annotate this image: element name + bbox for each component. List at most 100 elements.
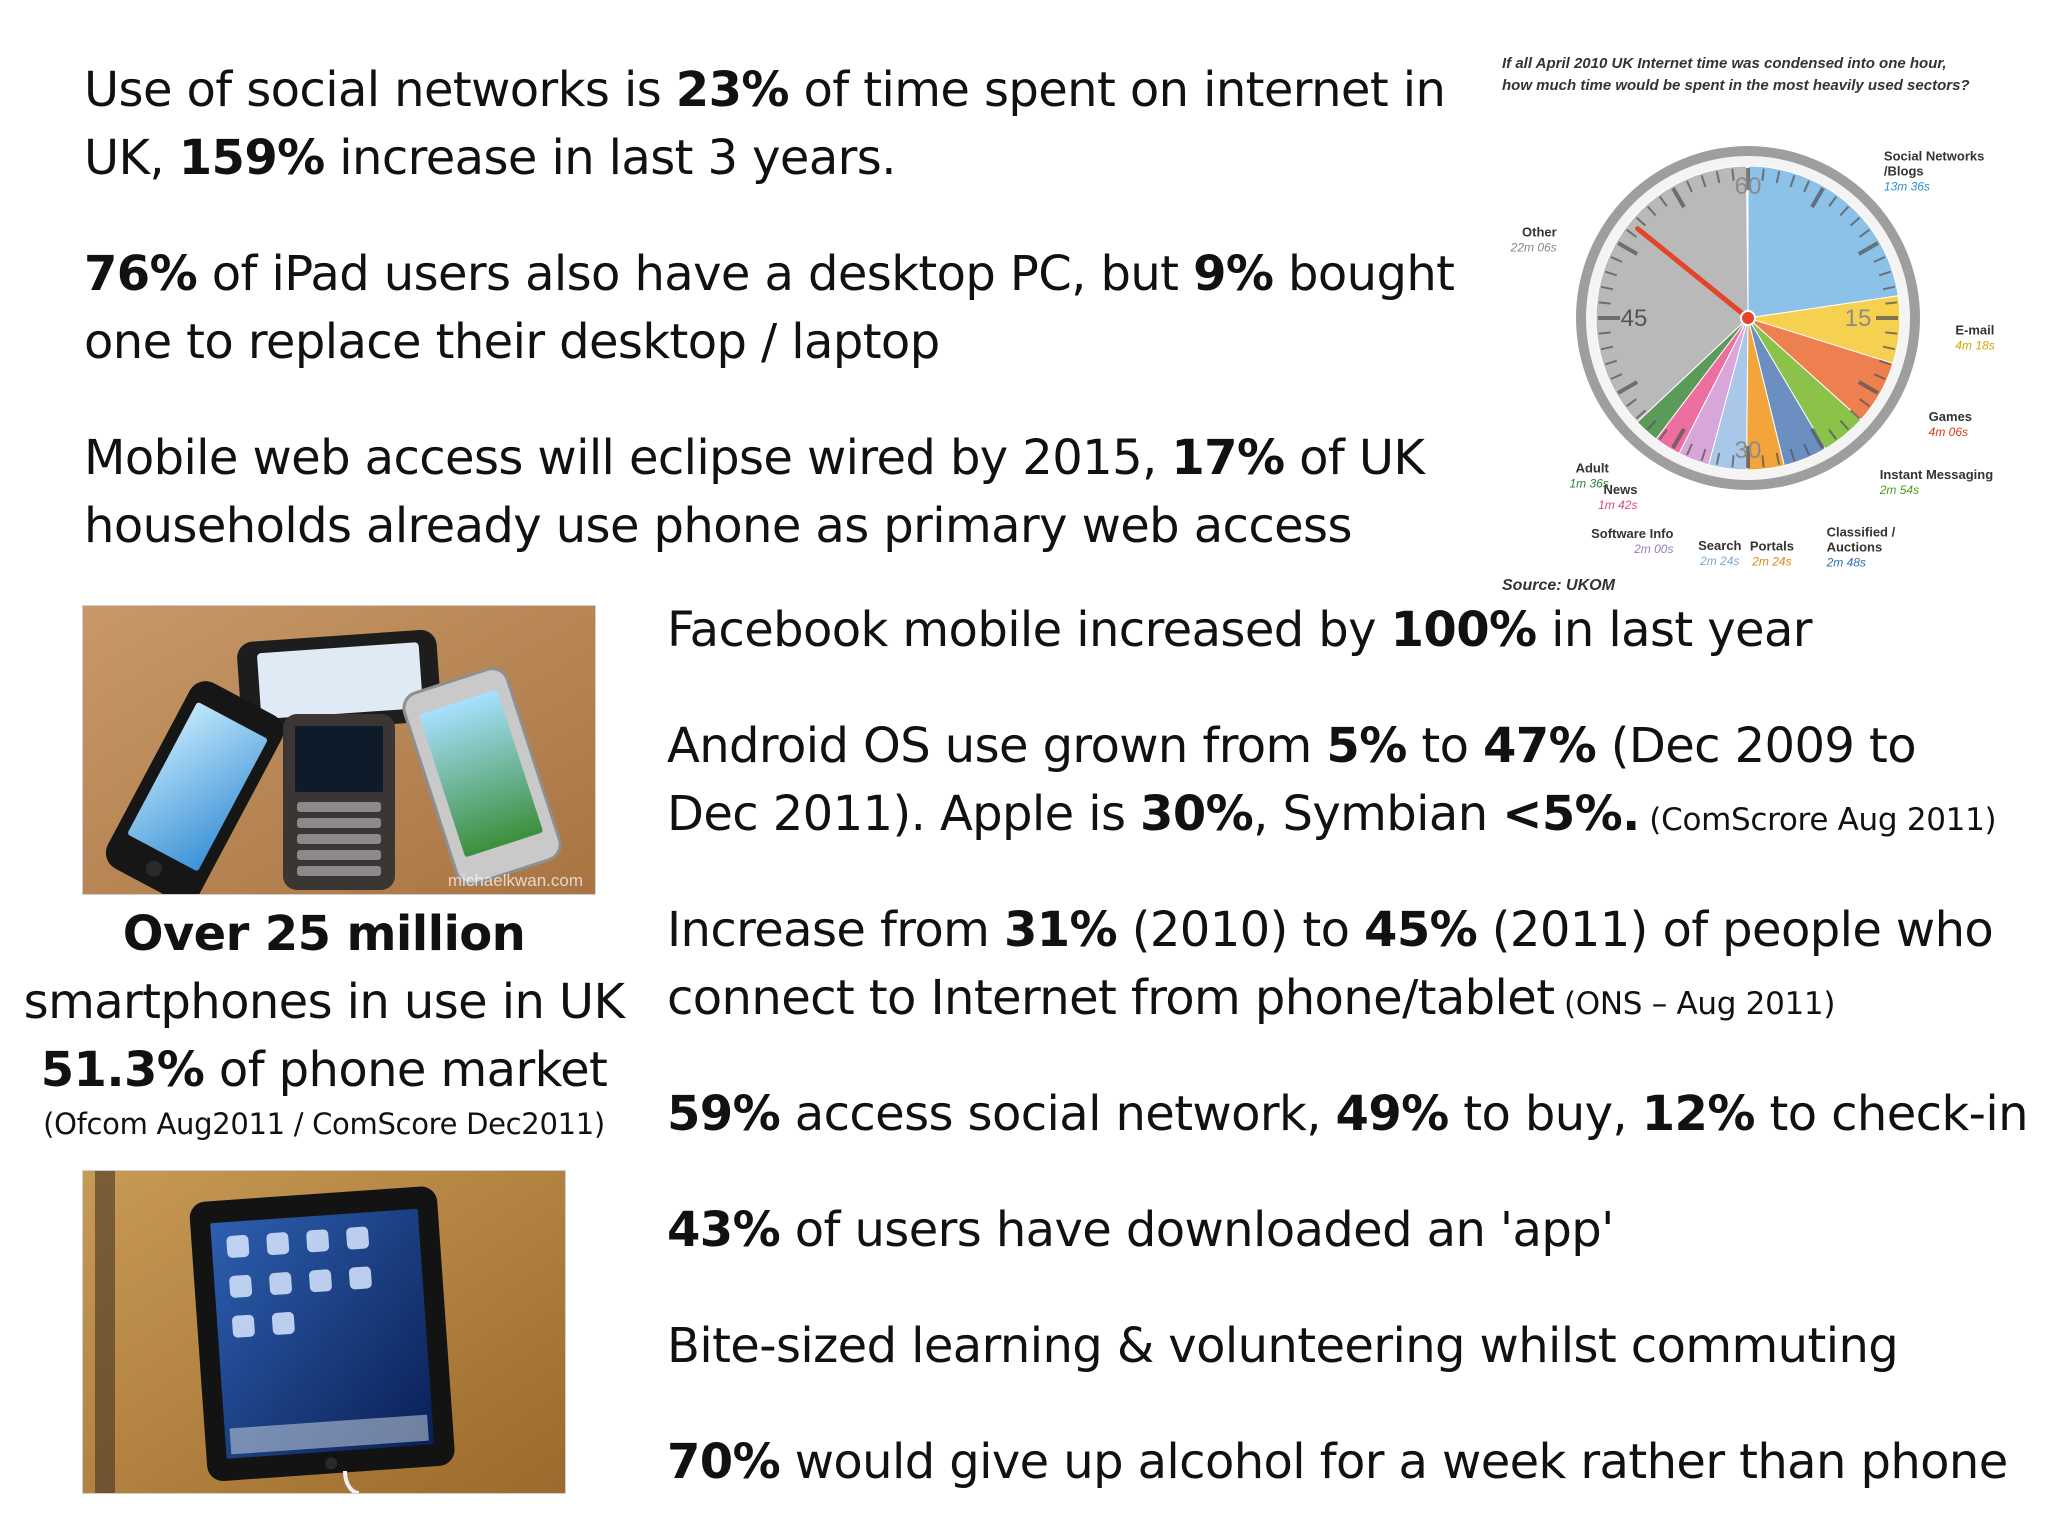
dial-tick (1789, 448, 1796, 461)
dial-tick (1859, 229, 1870, 238)
dial-tick (1885, 301, 1898, 305)
photo-watermark: michaelkwan.com (448, 871, 583, 890)
phone-middle-qwerty (283, 714, 395, 890)
clock-hands (1635, 226, 1756, 326)
slice-label-name: Games (1929, 409, 1972, 424)
dial-tick (1857, 380, 1879, 395)
dial-tick (1686, 180, 1693, 193)
fact-android: Android OS use grown from 5% to 47% (Dec… (667, 718, 1997, 842)
slice-label-name: E-mail (1955, 322, 1994, 337)
ipad-device (189, 1186, 455, 1481)
slice-label-name: Other (1522, 224, 1557, 239)
slice-other (1595, 165, 1749, 423)
dial-tick (1659, 429, 1668, 440)
dial-tick (1859, 398, 1870, 407)
dial-tick (1839, 205, 1850, 217)
slice-label-value: 2m 24s (1699, 554, 1739, 568)
slice-label-name: Instant Messaging (1880, 467, 1993, 482)
dial-number-30: 30 (1735, 437, 1762, 464)
slice-label-name: Classified / (1827, 525, 1896, 540)
clock-pie-chart: If all April 2010 UK Internet time was c… (1502, 55, 1995, 594)
fact-increase: Increase from 31% (2010) to 45% (2011) o… (667, 902, 1994, 1026)
dial-tick (1839, 419, 1850, 431)
dial-tick (1803, 180, 1810, 193)
dial-tick (1715, 171, 1721, 184)
slice-label-name: Adult (1576, 461, 1610, 476)
smartphones-photo: michaelkwan.com (82, 605, 596, 895)
dial-tick (1646, 419, 1657, 431)
smartphones-count: Over 25 million (122, 906, 526, 962)
dial-tick (1610, 256, 1623, 263)
dial-ticks (1598, 168, 1898, 468)
dial-tick (1686, 443, 1693, 456)
dial-tick (1731, 455, 1735, 468)
dial-tick (1775, 171, 1781, 184)
dial-tick (1828, 429, 1837, 440)
dial-tick (1715, 452, 1721, 465)
dial-tick (1761, 455, 1765, 468)
slice-label-value: 22m 06s (1510, 240, 1557, 254)
fact-alcohol: 70% would give up alcohol for a week rat… (667, 1434, 2008, 1490)
fact-bite-sized: Bite-sized learning & volunteering whils… (667, 1318, 1899, 1374)
pie-slices (1595, 165, 1901, 471)
slice-label-name: Search (1698, 538, 1741, 553)
dial-tick (1635, 409, 1647, 420)
slice-label-value: 4m 06s (1929, 425, 1968, 439)
dial-tick (1761, 168, 1765, 181)
slice-label-value: 4m 18s (1955, 338, 1994, 352)
dial-tick (1617, 380, 1639, 395)
slice-label-value: 2m 00s (1633, 542, 1673, 556)
dial-tick (1731, 168, 1735, 181)
clock-hub (1740, 310, 1756, 326)
fact-social-networks: Use of social networks is 23% of time sp… (84, 62, 1446, 186)
dial-tick (1635, 216, 1647, 227)
dial-tick (1873, 373, 1886, 380)
dial-tick (1882, 285, 1895, 291)
slice-label-value: 2m 48s (1826, 556, 1866, 570)
dial-tick (1878, 359, 1891, 366)
dial-tick (1810, 427, 1825, 449)
slice-label-name: Portals (1750, 539, 1794, 554)
phones-illustration: michaelkwan.com (83, 606, 595, 894)
smartphones-stat: Over 25 million smartphones in use in UK… (6, 900, 642, 1144)
smartphones-in-use: smartphones in use in UK (23, 974, 625, 1030)
dial-tick (1775, 452, 1781, 465)
slice-label-name: Software Info (1591, 526, 1673, 541)
fact-mobile-web: Mobile web access will eclipse wired by … (84, 430, 1425, 554)
dial-tick (1789, 175, 1796, 188)
ipad-illustration (83, 1171, 565, 1493)
dial-tick (1605, 270, 1618, 277)
fact-app: 43% of users have downloaded an 'app' (667, 1202, 1614, 1258)
phone-top-landscape (237, 629, 441, 734)
dial-tick (1882, 345, 1895, 351)
fact-ipad: 76% of iPad users also have a desktop PC… (84, 246, 1455, 370)
dial-tick (1810, 187, 1825, 209)
dial-tick (1626, 229, 1637, 238)
slice-label-value: 1m 36s (1569, 477, 1608, 491)
slice-label-name: Social Networks (1884, 149, 1984, 164)
clock-second-hand (1635, 226, 1751, 321)
dial-number-15: 15 (1845, 305, 1872, 332)
ipad-photo (82, 1170, 566, 1494)
dial-tick (1671, 187, 1686, 209)
slice-label-name: /Blogs (1884, 164, 1924, 179)
chart-title-line-1: If all April 2010 UK Internet time was c… (1502, 55, 1947, 72)
dial-tick (1671, 427, 1686, 449)
slice-label-name: Auctions (1827, 540, 1883, 555)
dial-tick (1598, 331, 1611, 335)
dial-tick (1700, 448, 1707, 461)
phone-right-silver (402, 667, 562, 886)
phone-left-touch (105, 681, 284, 894)
chart-source: Source: UKOM (1502, 577, 1616, 594)
dial-tick (1803, 443, 1810, 456)
